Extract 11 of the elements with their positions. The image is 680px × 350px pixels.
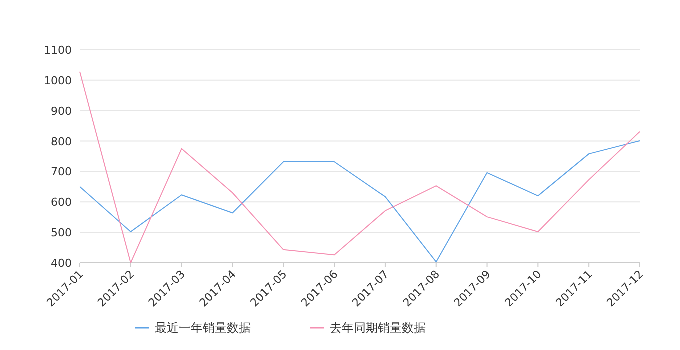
- y-tick-label: 500: [51, 226, 72, 240]
- y-tick-label: 400: [51, 257, 72, 270]
- y-tick-label: 700: [51, 166, 72, 179]
- y-tick-label: 1100: [44, 44, 72, 57]
- y-tick-label: 800: [51, 135, 72, 148]
- y-tick-label: 600: [51, 196, 72, 210]
- legend-label: 最近一年销量数据: [155, 321, 251, 335]
- y-tick-label: 900: [51, 104, 72, 118]
- y-tick-label: 1000: [44, 74, 72, 88]
- legend-label: 去年同期销量数据: [330, 321, 426, 335]
- line-series: [80, 71, 640, 264]
